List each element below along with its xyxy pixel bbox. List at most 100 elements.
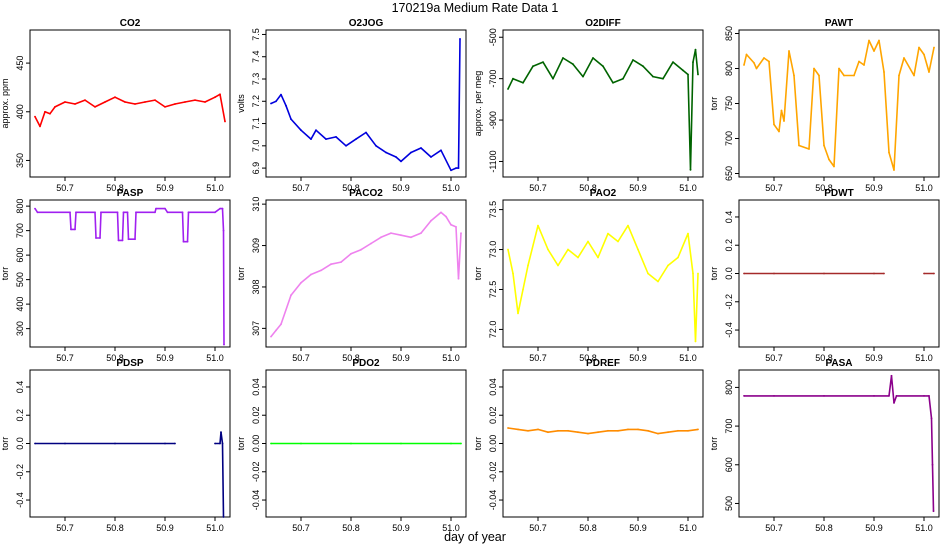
data-point [694,340,697,343]
data-point [773,272,775,275]
data-point [84,99,86,101]
x-tick-label: 50.7 [292,183,310,193]
data-point [898,74,900,77]
y-tick-label: -0.04 [251,490,261,511]
plot-frame [265,29,467,178]
data-point [587,432,589,435]
data-point [582,75,584,78]
y-tick-label: 0.2 [15,409,25,422]
data-point [460,232,462,235]
panel-title: O2DIFF [585,18,621,29]
data-point [275,100,277,103]
data-point [888,395,890,397]
y-tick-label: 0.00 [488,435,498,453]
data-point [823,144,825,147]
x-tick-label: 50.8 [579,183,597,193]
y-tick-label: 500 [724,496,734,511]
x-tick-label: 50.7 [56,353,74,363]
data-point [300,281,302,284]
data-point [134,238,136,241]
data-point [74,103,76,105]
data-point [637,428,639,431]
data-point [450,442,452,445]
data-point [517,428,519,431]
data-point [290,118,292,120]
data-point [602,65,604,68]
data-point [743,64,745,66]
data-point [325,138,327,141]
data-point [270,442,272,445]
y-tick-label: 600 [15,248,25,263]
panel-title: PDO2 [352,358,380,369]
y-tick-label: 800 [15,199,25,214]
y-tick-label: 7.3 [251,73,261,86]
panel-title: CO2 [120,18,141,29]
x-tick-label: 50.9 [156,183,174,193]
data-point [567,248,569,251]
data-point [34,115,36,118]
x-tick-label: 50.8 [815,523,833,533]
data-point [219,93,221,96]
y-tick-label: 73.0 [488,241,498,259]
data-point [697,272,699,275]
y-tick-label: 0.00 [251,435,261,453]
y-tick-label: 350 [15,153,25,168]
y-axis-label: approx. ppm [0,78,10,128]
data-point [932,510,935,513]
data-point [798,144,800,147]
panel-paco2: PACO2 torr 50.7 50.8 50.9 51.0 307 308 309 310 [236,188,467,363]
panel-title: PASP [117,188,144,199]
y-tick-label: 0.02 [251,406,261,424]
y-tick-label: -900 [488,111,498,129]
x-tick-label: 50.7 [765,183,783,193]
data-point [214,442,216,445]
data-point [445,215,447,218]
data-point [697,73,699,76]
data-point [220,431,222,434]
data-point [290,294,292,297]
data-point [858,60,860,63]
data-point [597,431,599,434]
data-point [64,442,66,445]
data-point [104,101,106,103]
data-point [74,228,76,231]
data-point [155,207,157,210]
panel-o2diff: O2DIFF approx. per meg 50.7 50.8 50.9 51.0 -11… [473,18,704,193]
data-point [221,442,224,445]
data-point [647,272,649,275]
y-axis-label: torr [236,437,246,451]
plot-frame [29,29,231,178]
data-point [370,242,372,245]
data-point [315,129,317,132]
data-point [813,67,815,70]
panel-pdwt: PDWT torr 50.7 50.8 50.9 51.0 -0.4 -0.2 0.0 0.2 0.… [709,188,940,363]
data-point [94,211,96,214]
y-tick-label: 0.0 [15,437,25,450]
plot-frame [738,369,940,518]
data-point [823,395,825,397]
y-tick-label: 72.0 [488,321,498,339]
x-tick-label: 50.8 [106,183,124,193]
x-tick-label: 51.0 [442,353,460,363]
data-point [863,64,865,66]
x-tick-label: 50.7 [292,523,310,533]
data-point [164,106,166,108]
data-point [853,74,855,77]
data-point [587,240,589,243]
y-tick-label: -0.2 [724,294,734,310]
y-tick-label: 400 [15,104,25,119]
data-point [410,236,412,239]
data-point [410,151,412,154]
data-point [873,272,875,275]
panel-pasa: PASA torr 50.7 50.8 50.9 51.0 500 600 700 800 [709,358,940,533]
data-point [49,112,51,115]
data-point [350,252,352,255]
x-tick-label: 50.8 [342,183,360,193]
y-tick-label: 0.4 [15,381,25,394]
data-point [755,67,758,70]
data-point [360,248,362,251]
data-point [355,138,357,141]
x-tick-label: 51.0 [206,523,224,533]
data-point [667,264,669,267]
y-tick-label: 7.5 [251,28,261,41]
